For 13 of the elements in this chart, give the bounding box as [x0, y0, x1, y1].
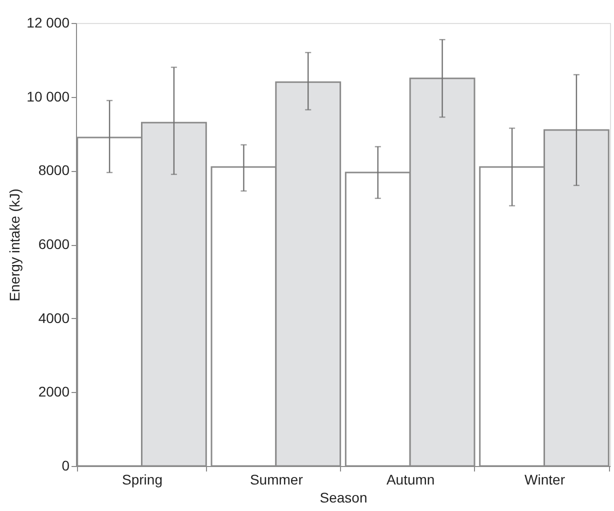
y-tick-label: 0	[62, 458, 70, 474]
y-tick-label: 4000	[38, 310, 70, 326]
x-tick-label: Spring	[122, 472, 162, 488]
x-tick-label: Winter	[524, 472, 566, 488]
y-tick-label: 6000	[38, 236, 70, 252]
y-tick-label: 8000	[38, 162, 70, 178]
y-tick-label: 2000	[38, 384, 70, 400]
x-tick-label: Summer	[250, 472, 304, 488]
y-tick-label: 10 000	[26, 88, 70, 104]
x-tick-label: Autumn	[386, 472, 435, 488]
x-axis-title: Season	[320, 490, 368, 506]
y-axis-title: Energy intake (kJ)	[6, 188, 23, 302]
y-tick-label: 12 000	[26, 14, 70, 30]
